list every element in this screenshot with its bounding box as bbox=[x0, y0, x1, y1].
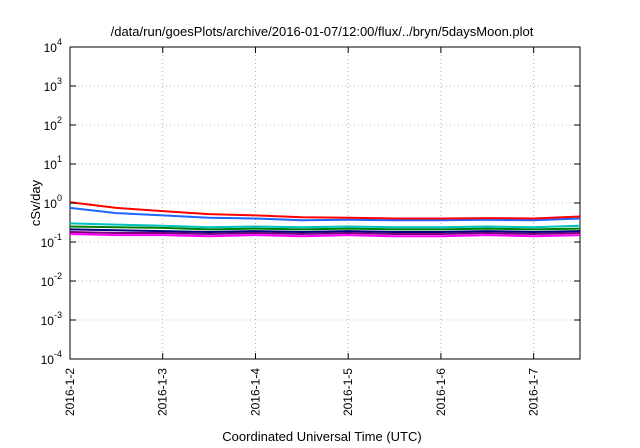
y-tick-label: 10-3 bbox=[41, 310, 62, 328]
y-tick-label: 103 bbox=[44, 76, 62, 94]
axis-ticks: 10-4 10-3 10-2 10-1 100 101 102 103 104 2016-1-2 2… bbox=[41, 37, 580, 416]
series-line bbox=[69, 201, 581, 220]
y-tick-label: 10-2 bbox=[41, 271, 62, 289]
y-tick-label: 102 bbox=[44, 115, 62, 133]
y-tick-label: 100 bbox=[44, 193, 62, 211]
series-line bbox=[69, 233, 581, 238]
y-tick-label: 101 bbox=[44, 154, 62, 172]
x-tick-label: 2016-1-2 bbox=[63, 368, 77, 416]
y-tick-label: 10-1 bbox=[41, 232, 62, 250]
series-line bbox=[69, 222, 581, 229]
x-tick-label: 2016-1-7 bbox=[527, 368, 541, 416]
x-tick-label: 2016-1-6 bbox=[434, 368, 448, 416]
y-axis-label: cSv/day bbox=[28, 179, 43, 226]
series-line bbox=[69, 228, 581, 233]
x-tick-label: 2016-1-4 bbox=[248, 368, 262, 416]
series-line bbox=[69, 231, 581, 235]
chart-title: /data/run/goesPlots/archive/2016-01-07/1… bbox=[111, 24, 534, 39]
grid bbox=[70, 47, 580, 359]
y-tick-label: 104 bbox=[44, 37, 62, 55]
x-tick-label: 2016-1-3 bbox=[156, 368, 170, 416]
series-line bbox=[69, 225, 581, 231]
x-tick-label: 2016-1-5 bbox=[341, 368, 355, 416]
series-line bbox=[69, 206, 581, 222]
y-tick-label: 10-4 bbox=[41, 349, 62, 367]
x-axis-label: Coordinated Universal Time (UTC) bbox=[222, 429, 421, 444]
series-group bbox=[69, 201, 581, 238]
